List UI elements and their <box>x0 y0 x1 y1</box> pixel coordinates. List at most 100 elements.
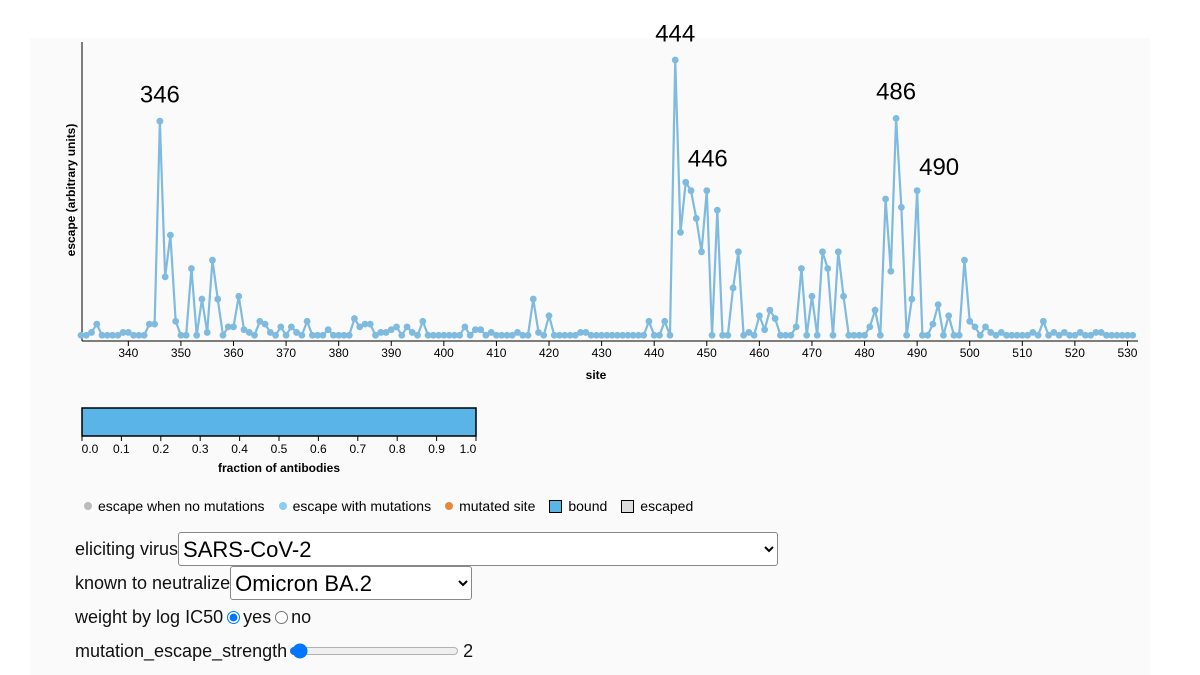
x-tick-label: 480 <box>855 346 875 360</box>
radio[interactable] <box>227 610 241 624</box>
point <box>882 195 889 203</box>
x-tick-label: 340 <box>118 346 138 360</box>
point <box>414 331 421 339</box>
slider-value: 2 <box>463 640 474 661</box>
select[interactable]: Omicron BA.2 <box>230 566 473 600</box>
row: eliciting virus SARS-CoV-2 <box>75 532 779 566</box>
point <box>1103 331 1110 339</box>
point <box>803 331 811 339</box>
annotation: 444 <box>655 20 695 47</box>
point <box>103 331 111 339</box>
point <box>298 331 306 339</box>
point <box>971 323 979 331</box>
point <box>766 306 774 314</box>
point <box>982 323 989 331</box>
point <box>493 331 500 339</box>
x-tick-label: 350 <box>171 346 191 360</box>
point <box>661 317 669 325</box>
row: mutation_escape_strength 2 <box>75 634 778 668</box>
point <box>198 295 206 303</box>
point <box>1034 331 1042 339</box>
point <box>109 331 116 339</box>
point <box>1129 331 1137 339</box>
point <box>787 331 795 339</box>
point <box>166 231 174 239</box>
colorbar-title: fraction of antibodies <box>218 461 340 475</box>
point <box>77 331 85 339</box>
point <box>650 331 658 339</box>
point <box>924 331 932 339</box>
point <box>940 331 947 339</box>
point <box>608 331 616 339</box>
annotation: 486 <box>876 79 916 106</box>
row: weight by log IC50 yes no <box>75 600 778 634</box>
chart: site escape (arbitrary units) fraction o… <box>64 20 1138 475</box>
point <box>808 292 816 300</box>
point <box>729 284 737 292</box>
point <box>687 187 695 195</box>
point <box>335 331 343 339</box>
colorbar-tick-label: 1.0 <box>460 442 477 456</box>
point <box>745 329 753 336</box>
point <box>861 331 868 339</box>
point <box>561 331 569 339</box>
x-tick-label: 530 <box>1117 346 1137 360</box>
point <box>750 331 758 339</box>
point <box>466 331 474 339</box>
point <box>1092 329 1100 336</box>
point <box>293 329 301 336</box>
point <box>955 331 963 339</box>
radio[interactable] <box>275 610 289 624</box>
label: weight by log IC50 <box>75 606 224 627</box>
point <box>361 320 369 328</box>
point <box>456 331 464 339</box>
point <box>771 315 779 322</box>
point <box>682 178 690 186</box>
legend: escape when no mutations escape with muta… <box>84 498 693 514</box>
point <box>245 329 253 336</box>
select[interactable]: SARS-CoV-2 <box>178 532 779 566</box>
x-tick-label: 510 <box>1012 346 1032 360</box>
point <box>282 331 290 339</box>
colorbar-tick-label: 0.9 <box>428 442 445 456</box>
point <box>424 331 432 339</box>
point <box>1082 331 1089 339</box>
point <box>156 117 164 125</box>
point <box>340 331 348 339</box>
x-axis-label: site <box>586 368 607 382</box>
label: known to neutralize <box>75 572 231 593</box>
legend-item: bound <box>549 498 607 514</box>
label: mutation_escape_strength <box>75 640 288 661</box>
point <box>1024 331 1031 339</box>
point <box>461 323 469 331</box>
point <box>629 331 637 339</box>
point <box>640 331 648 339</box>
point <box>724 331 732 339</box>
point <box>524 331 532 339</box>
point <box>671 56 679 64</box>
point <box>782 331 790 339</box>
point <box>703 187 711 195</box>
point <box>961 256 968 264</box>
point <box>151 320 159 328</box>
legend-item: mutated site <box>445 498 535 514</box>
point <box>666 331 674 339</box>
point <box>88 329 95 336</box>
point <box>556 331 563 339</box>
point <box>330 331 337 339</box>
point <box>1118 331 1126 339</box>
point <box>987 329 995 336</box>
point <box>124 329 132 336</box>
point <box>445 331 453 339</box>
point <box>177 331 185 339</box>
x-tick-label: 450 <box>697 346 717 360</box>
point <box>398 331 406 339</box>
point <box>450 331 458 339</box>
point <box>834 248 842 256</box>
point <box>130 331 137 339</box>
x-tick-label: 470 <box>802 346 822 360</box>
point <box>1013 331 1021 339</box>
slider[interactable] <box>289 643 460 659</box>
legend-label: escaped <box>640 498 694 514</box>
point <box>272 331 279 339</box>
